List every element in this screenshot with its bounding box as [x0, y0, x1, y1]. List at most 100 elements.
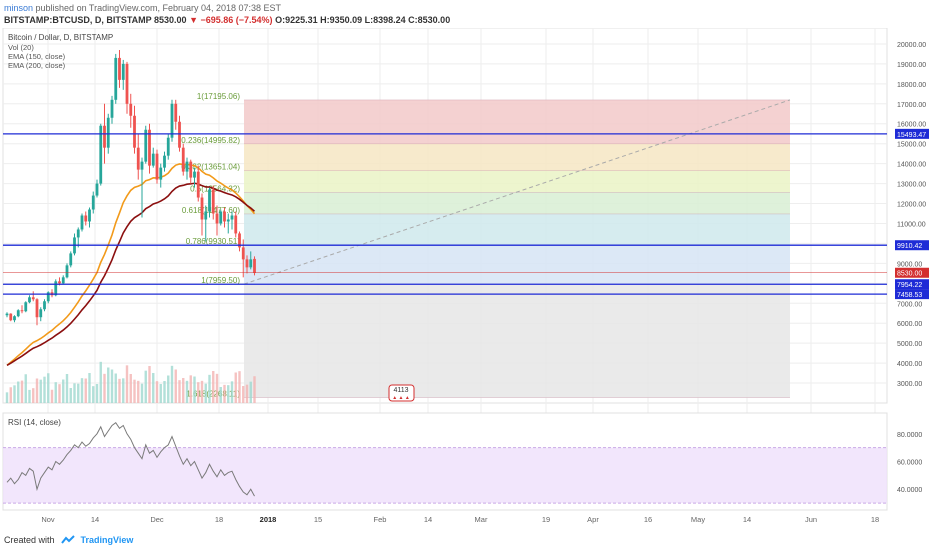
- volume-bar: [35, 378, 39, 403]
- tooltip-label: 4113: [393, 387, 408, 394]
- fib-zone: [244, 192, 790, 214]
- candle-body: [91, 195, 95, 210]
- candle-body: [166, 137, 170, 156]
- y-tick-label: 7000.00: [897, 301, 922, 308]
- volume-bar: [230, 381, 234, 403]
- indicator-legend-item: Vol (20): [8, 43, 34, 52]
- fib-level-label: 0.382(13651.04): [181, 163, 240, 172]
- volume-bar: [58, 384, 61, 403]
- candle-body: [106, 117, 110, 148]
- candle-body: [5, 313, 9, 316]
- candle-body: [140, 161, 144, 170]
- candle-body: [16, 310, 20, 317]
- price-line-label: 8530.00: [897, 271, 922, 278]
- y-tick-label: 19000.00: [897, 62, 926, 69]
- candle-body: [80, 215, 84, 230]
- volume-bar: [133, 379, 136, 403]
- volume-bar: [178, 380, 181, 403]
- candle-body: [88, 209, 91, 222]
- volume-bar: [88, 373, 91, 403]
- volume-bar: [99, 361, 102, 403]
- x-tick-label: 18: [871, 515, 879, 524]
- price-line-label: 15493.47: [897, 132, 926, 139]
- candle-body: [189, 161, 193, 178]
- volume-bar: [103, 373, 106, 403]
- candle-body: [181, 147, 185, 172]
- rsi-line: [6, 421, 255, 497]
- volume-bar: [137, 380, 140, 403]
- y-tick-label: 12000.00: [897, 202, 926, 209]
- volume-bar: [125, 365, 129, 403]
- candle-body: [84, 215, 88, 222]
- volume-bar: [193, 376, 196, 403]
- volume-bar: [24, 374, 27, 403]
- volume-bar: [148, 366, 151, 403]
- volume-bar: [92, 386, 95, 403]
- candle-body: [178, 121, 181, 148]
- fib-level-label: 0.236(14995.82): [181, 136, 240, 145]
- created-with-label: Created with: [4, 535, 55, 545]
- volume-bar: [167, 375, 170, 403]
- candle-body: [13, 316, 16, 321]
- volume-bar: [43, 376, 46, 403]
- ohlc-values: O:9225.31 H:9350.09 L:8398.24 C:8530.00: [275, 15, 451, 25]
- y-tick-label: 4000.00: [897, 361, 922, 368]
- volume-bar: [13, 385, 16, 403]
- x-tick-label: Dec: [150, 515, 164, 524]
- fib-zone: [244, 244, 790, 285]
- candle-body: [148, 129, 151, 166]
- volume-bar: [245, 384, 249, 403]
- volume-bar: [122, 378, 125, 403]
- candle-body: [136, 147, 140, 170]
- rsi-tick-label: 40.0000: [897, 487, 922, 494]
- volume-bar: [182, 378, 185, 403]
- rsi-band: [3, 447, 887, 504]
- x-tick-label: 19: [542, 515, 550, 524]
- candle-body: [249, 259, 253, 268]
- price-line-label: 7954.22: [897, 282, 922, 289]
- candle-body: [215, 213, 219, 224]
- y-tick-label: 6000.00: [897, 321, 922, 328]
- author-name[interactable]: minson: [4, 3, 34, 13]
- volume-bar: [80, 378, 84, 403]
- candle-body: [58, 281, 61, 284]
- candle-body: [54, 281, 58, 296]
- candle-body: [9, 313, 13, 321]
- candle-body: [24, 302, 28, 312]
- candle-body: [155, 153, 159, 180]
- candle-body: [253, 258, 256, 273]
- volume-bar: [249, 381, 252, 403]
- candle-body: [118, 57, 121, 80]
- y-tick-label: 15000.00: [897, 142, 926, 149]
- x-tick-label: 16: [644, 515, 652, 524]
- x-tick-label: 18: [215, 515, 223, 524]
- x-tick-label: 14: [424, 515, 432, 524]
- candle-body: [114, 57, 118, 100]
- change-text: −695.86 (−7.54%): [200, 15, 273, 25]
- chart-title: Bitcoin / Dollar, D, BITSTAMP: [8, 33, 113, 42]
- volume-bar: [208, 374, 211, 403]
- candle-body: [208, 189, 211, 212]
- volume-bar: [215, 373, 219, 403]
- y-tick-label: 11000.00: [897, 221, 926, 228]
- volume-bar: [77, 383, 80, 403]
- volume-bar: [73, 383, 76, 403]
- rsi-title: RSI (14, close): [8, 418, 61, 427]
- tradingview-brand[interactable]: TradingView: [80, 535, 134, 545]
- candle-body: [196, 171, 200, 198]
- volume-bar: [17, 381, 20, 403]
- volume-bar: [69, 388, 72, 403]
- x-tick-label: Jun: [805, 515, 817, 524]
- candle-body: [219, 211, 223, 224]
- candle-body: [76, 229, 80, 238]
- volume-bar: [39, 379, 42, 403]
- candle-body: [125, 63, 129, 104]
- candle-body: [110, 99, 114, 118]
- x-tick-label: Apr: [587, 515, 599, 524]
- tooltip-sub: ▲ ▲ ▲: [392, 395, 410, 401]
- change-value: ▼ −695.86 (−7.54%): [189, 15, 273, 25]
- price-chart[interactable]: 3000.004000.005000.006000.007000.008000.…: [0, 28, 932, 533]
- volume-bar: [253, 376, 256, 403]
- candle-body: [234, 215, 238, 234]
- x-tick-label: 14: [743, 515, 751, 524]
